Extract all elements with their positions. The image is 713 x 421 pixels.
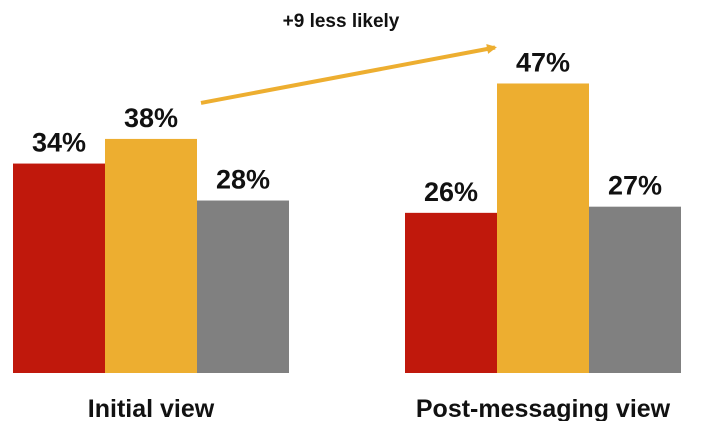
value-label-post-messaging-view-series-2: 47% (516, 47, 570, 77)
annotation-arrow (200, 44, 497, 105)
bar-initial-view-series-2 (105, 138, 197, 373)
bar-initial-view-series-3 (197, 200, 289, 373)
value-label-initial-view-series-3: 28% (216, 165, 270, 195)
category-label-initial-view: Initial view (88, 395, 215, 421)
value-labels-layer: 34% 38% 28% 26% 47% 27% (32, 47, 662, 206)
category-labels-layer: Initial view Post-messaging view (88, 395, 671, 421)
bars-layer (13, 83, 681, 373)
value-label-initial-view-series-1: 34% (32, 128, 86, 158)
value-label-initial-view-series-2: 38% (124, 103, 178, 133)
bar-initial-view-series-1 (13, 163, 105, 373)
value-label-post-messaging-view-series-1: 26% (424, 177, 478, 207)
bar-post-messaging-view-series-2 (497, 83, 589, 373)
annotation-text: +9 less likely (283, 11, 400, 32)
category-label-post-messaging-view: Post-messaging view (416, 395, 671, 421)
bar-post-messaging-view-series-1 (405, 212, 497, 373)
annotation-layer: +9 less likely (200, 11, 497, 105)
value-label-post-messaging-view-series-3: 27% (608, 171, 662, 201)
bar-post-messaging-view-series-3 (589, 206, 681, 373)
